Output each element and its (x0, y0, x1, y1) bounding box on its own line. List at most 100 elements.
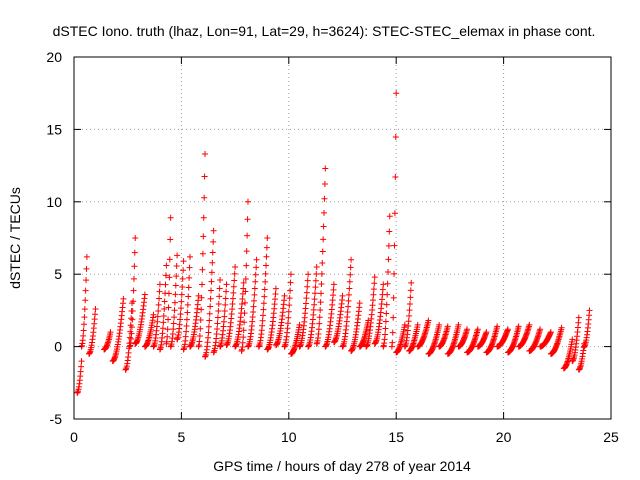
data-point (385, 256, 392, 263)
data-point (586, 307, 593, 314)
data-point (107, 329, 114, 336)
data-point (229, 301, 236, 308)
data-point (401, 321, 408, 328)
data-point (241, 319, 248, 326)
data-points (74, 90, 593, 396)
data-point (200, 214, 207, 221)
data-point (243, 248, 250, 255)
data-point (161, 306, 168, 313)
data-point (344, 308, 351, 315)
x-tick-label: 5 (178, 429, 186, 445)
data-point (239, 296, 246, 303)
data-point (199, 281, 206, 288)
data-point (154, 318, 161, 325)
x-tick-labels: 0 5 10 15 20 25 (70, 429, 619, 445)
data-point (406, 312, 413, 319)
data-point (393, 90, 400, 97)
data-point (78, 358, 85, 365)
data-point (81, 314, 88, 321)
data-point (260, 312, 267, 319)
data-point (128, 335, 135, 342)
data-point (316, 314, 323, 321)
data-point (384, 291, 391, 298)
data-point (78, 363, 85, 370)
data-point (369, 302, 376, 309)
data-point (321, 180, 328, 187)
x-tick-label: 10 (281, 429, 297, 445)
data-point (384, 280, 391, 287)
data-point (414, 321, 421, 328)
data-point (131, 263, 138, 270)
data-point (303, 289, 310, 296)
data-point (198, 306, 205, 313)
data-point (239, 339, 246, 346)
data-point (380, 281, 387, 288)
data-point (272, 285, 279, 292)
data-point (346, 285, 353, 292)
data-point (389, 329, 396, 336)
data-point (80, 332, 87, 339)
data-point (165, 316, 172, 323)
data-point (285, 308, 292, 315)
data-point (210, 238, 217, 245)
data-point (319, 248, 326, 255)
data-point (425, 317, 432, 324)
data-point (408, 279, 415, 286)
data-point (173, 273, 180, 280)
data-point (259, 317, 266, 324)
data-point (251, 297, 258, 304)
data-point (179, 275, 186, 282)
data-point (129, 316, 136, 323)
data-point (156, 281, 163, 288)
data-point (386, 213, 393, 220)
data-point (172, 282, 179, 289)
data-point (464, 326, 471, 333)
data-point (131, 249, 138, 256)
data-point (141, 291, 148, 298)
data-point (77, 368, 84, 375)
data-point (281, 292, 288, 299)
data-point (184, 301, 191, 308)
data-point (391, 242, 398, 249)
data-point (390, 314, 397, 321)
data-point (253, 264, 260, 271)
data-point (575, 319, 582, 326)
data-point (197, 325, 204, 332)
data-point (177, 311, 184, 318)
data-point (183, 322, 190, 329)
data-point (386, 228, 393, 235)
data-point (128, 324, 135, 331)
data-point (329, 297, 336, 304)
data-point (312, 284, 319, 291)
data-point (240, 334, 247, 341)
data-point (315, 326, 322, 333)
data-point (230, 283, 237, 290)
data-point (313, 263, 320, 270)
data-point (205, 329, 212, 336)
data-point (444, 323, 451, 330)
data-point (244, 216, 251, 223)
data-point (82, 287, 89, 294)
data-point (317, 299, 324, 306)
data-point (370, 291, 377, 298)
data-point (130, 298, 137, 305)
data-point (231, 270, 238, 277)
data-point (172, 291, 179, 298)
x-tick-label: 20 (496, 429, 512, 445)
y-tick-label: 10 (46, 194, 62, 210)
data-point (371, 274, 378, 281)
data-point (261, 286, 268, 293)
data-point (318, 270, 325, 277)
data-point (214, 320, 221, 327)
data-point (321, 195, 328, 202)
data-point (356, 300, 363, 307)
data-point (251, 285, 258, 292)
data-point (318, 280, 325, 287)
data-point (156, 295, 163, 302)
data-point (164, 333, 171, 340)
y-tick-label: 5 (54, 266, 62, 282)
data-point (313, 270, 320, 277)
data-point (206, 310, 213, 317)
data-point (494, 323, 501, 330)
data-point (154, 313, 161, 320)
